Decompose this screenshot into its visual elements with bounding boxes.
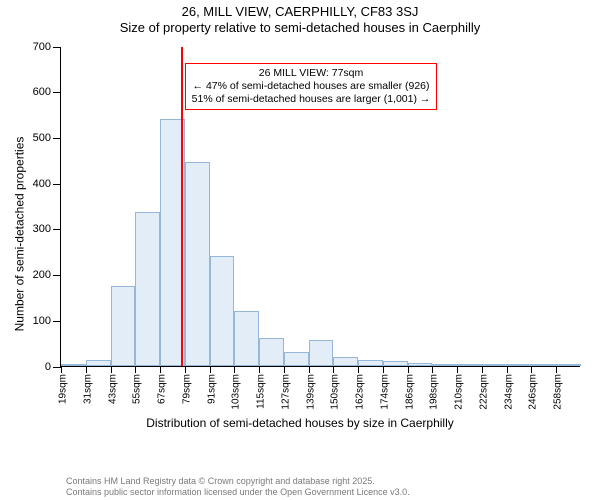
footer-line-2: Contains public sector information licen…	[66, 487, 410, 498]
x-tick	[111, 366, 112, 373]
histogram-bar	[185, 162, 210, 365]
x-tick-label: 246sqm	[528, 374, 539, 410]
x-tick	[482, 366, 483, 373]
x-tick-label: 174sqm	[379, 374, 390, 410]
histogram-bar	[210, 256, 235, 366]
histogram-bar	[111, 286, 136, 366]
x-tick-label: 19sqm	[58, 374, 69, 404]
histogram-bar	[507, 364, 532, 366]
x-tick	[86, 366, 87, 373]
x-tick	[556, 366, 557, 373]
plot-inner: 010020030040050060070019sqm31sqm43sqm55s…	[60, 47, 580, 367]
x-tick	[358, 366, 359, 373]
plot-region: 010020030040050060070019sqm31sqm43sqm55s…	[60, 47, 580, 367]
y-tick-label: 700	[33, 41, 61, 53]
x-tick-label: 103sqm	[231, 374, 242, 410]
y-tick-label: 300	[33, 223, 61, 235]
title-line-1: 26, MILL VIEW, CAERPHILLY, CF83 3SJ	[0, 4, 600, 20]
histogram-bar	[408, 363, 433, 365]
x-tick-label: 222sqm	[478, 374, 489, 410]
x-tick-label: 150sqm	[330, 374, 341, 410]
y-tick-label: 0	[45, 361, 61, 373]
x-tick-label: 127sqm	[280, 374, 291, 410]
y-tick-label: 600	[33, 86, 61, 98]
x-tick	[408, 366, 409, 373]
histogram-bar	[432, 364, 457, 366]
x-tick-label: 186sqm	[404, 374, 415, 410]
x-tick	[383, 366, 384, 373]
histogram-bar	[61, 364, 86, 366]
annotation-box: 26 MILL VIEW: 77sqm← 47% of semi-detache…	[185, 63, 438, 110]
annotation-line-2: ← 47% of semi-detached houses are smalle…	[192, 80, 431, 93]
histogram-bar	[333, 357, 358, 365]
histogram-bar	[457, 364, 482, 366]
y-tick-label: 400	[33, 178, 61, 190]
title-line-2: Size of property relative to semi-detach…	[0, 20, 600, 36]
histogram-bar	[86, 360, 111, 365]
x-tick-label: 258sqm	[553, 374, 564, 410]
x-tick-label: 31sqm	[82, 374, 93, 404]
x-tick-label: 234sqm	[503, 374, 514, 410]
y-tick-label: 100	[33, 315, 61, 327]
histogram-bar	[309, 340, 334, 365]
x-tick	[333, 366, 334, 373]
histogram-bar	[358, 360, 383, 365]
y-tick-label: 200	[33, 269, 61, 281]
histogram-bar	[531, 364, 556, 366]
histogram-bar	[135, 212, 160, 365]
x-tick	[234, 366, 235, 373]
histogram-bar	[234, 311, 259, 366]
footer-line-1: Contains HM Land Registry data © Crown c…	[66, 476, 410, 487]
x-tick	[210, 366, 211, 373]
x-tick	[507, 366, 508, 373]
x-tick-label: 139sqm	[305, 374, 316, 410]
x-tick	[259, 366, 260, 373]
x-tick-label: 43sqm	[107, 374, 118, 404]
x-tick-label: 91sqm	[206, 374, 217, 404]
x-tick-label: 198sqm	[429, 374, 440, 410]
attribution-footer: Contains HM Land Registry data © Crown c…	[66, 476, 410, 499]
chart-title: 26, MILL VIEW, CAERPHILLY, CF83 3SJ Size…	[0, 0, 600, 37]
x-tick	[457, 366, 458, 373]
x-tick	[61, 366, 62, 373]
histogram-bar	[284, 352, 309, 366]
x-tick-label: 67sqm	[157, 374, 168, 404]
reference-line	[181, 47, 183, 366]
x-tick	[160, 366, 161, 373]
x-tick	[185, 366, 186, 373]
x-tick-label: 55sqm	[132, 374, 143, 404]
x-tick	[531, 366, 532, 373]
x-tick	[135, 366, 136, 373]
x-tick	[284, 366, 285, 373]
y-tick-label: 500	[33, 132, 61, 144]
x-tick-label: 115sqm	[256, 374, 267, 409]
histogram-bar	[259, 338, 284, 365]
y-axis-label: Number of semi-detached properties	[12, 137, 26, 332]
x-tick	[432, 366, 433, 373]
histogram-bar	[482, 364, 507, 366]
annotation-line-3: 51% of semi-detached houses are larger (…	[192, 93, 431, 106]
chart-area: Number of semi-detached properties 01002…	[0, 37, 600, 432]
histogram-bar	[383, 361, 408, 366]
x-tick-label: 210sqm	[454, 374, 465, 410]
x-tick	[309, 366, 310, 373]
histogram-bar	[556, 364, 581, 366]
x-tick-label: 162sqm	[355, 374, 366, 410]
x-axis-label: Distribution of semi-detached houses by …	[146, 416, 453, 430]
annotation-line-1: 26 MILL VIEW: 77sqm	[192, 67, 431, 80]
x-tick-label: 79sqm	[181, 374, 192, 404]
